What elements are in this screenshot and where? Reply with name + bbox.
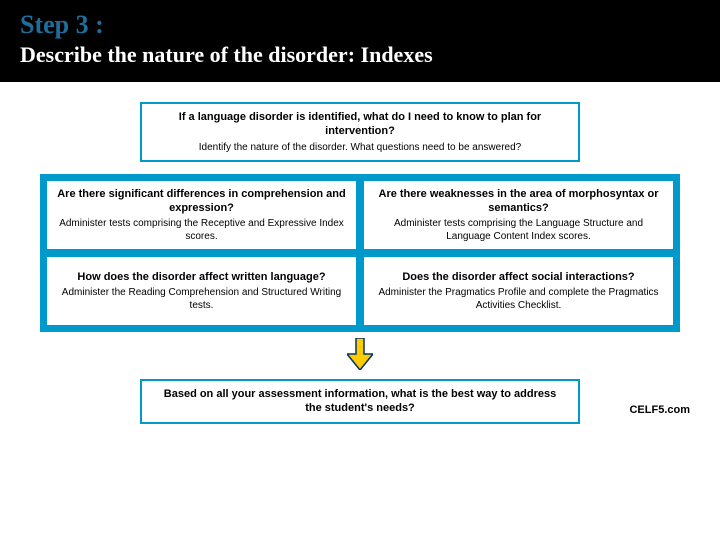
cell-answer: Administer the Reading Comprehension and…	[57, 286, 346, 312]
cell-written-language: How does the disorder affect written lan…	[46, 256, 357, 326]
cell-question: How does the disorder affect written lan…	[57, 270, 346, 284]
intro-question: If a language disorder is identified, wh…	[152, 110, 568, 139]
cell-comprehension-expression: Are there significant differences in com…	[46, 180, 357, 251]
cell-answer: Administer the Pragmatics Profile and co…	[374, 286, 663, 312]
cell-question: Are there weaknesses in the area of morp…	[374, 187, 663, 216]
arrow-container	[30, 338, 690, 375]
conclusion-question: Based on all your assessment information…	[156, 387, 564, 416]
step-label: Step 3 :	[20, 10, 700, 40]
cell-social-interactions: Does the disorder affect social interact…	[363, 256, 674, 326]
question-grid: Are there significant differences in com…	[46, 180, 674, 327]
source-label: CELF5.com	[629, 404, 690, 416]
intro-answer: Identify the nature of the disorder. Wha…	[152, 141, 568, 154]
cell-morphosyntax-semantics: Are there weaknesses in the area of morp…	[363, 180, 674, 251]
cell-question: Are there significant differences in com…	[57, 187, 346, 216]
down-arrow-icon	[347, 338, 373, 370]
bottom-row: Based on all your assessment information…	[30, 379, 690, 424]
conclusion-box: Based on all your assessment information…	[140, 379, 580, 424]
intro-box: If a language disorder is identified, wh…	[140, 102, 580, 162]
question-grid-container: Are there significant differences in com…	[40, 174, 680, 333]
diagram-area: If a language disorder is identified, wh…	[0, 82, 720, 434]
cell-answer: Administer tests comprising the Language…	[374, 217, 663, 243]
slide-subtitle: Describe the nature of the disorder: Ind…	[20, 42, 700, 68]
cell-answer: Administer tests comprising the Receptiv…	[57, 217, 346, 243]
cell-question: Does the disorder affect social interact…	[374, 270, 663, 284]
slide-header: Step 3 : Describe the nature of the diso…	[0, 0, 720, 82]
